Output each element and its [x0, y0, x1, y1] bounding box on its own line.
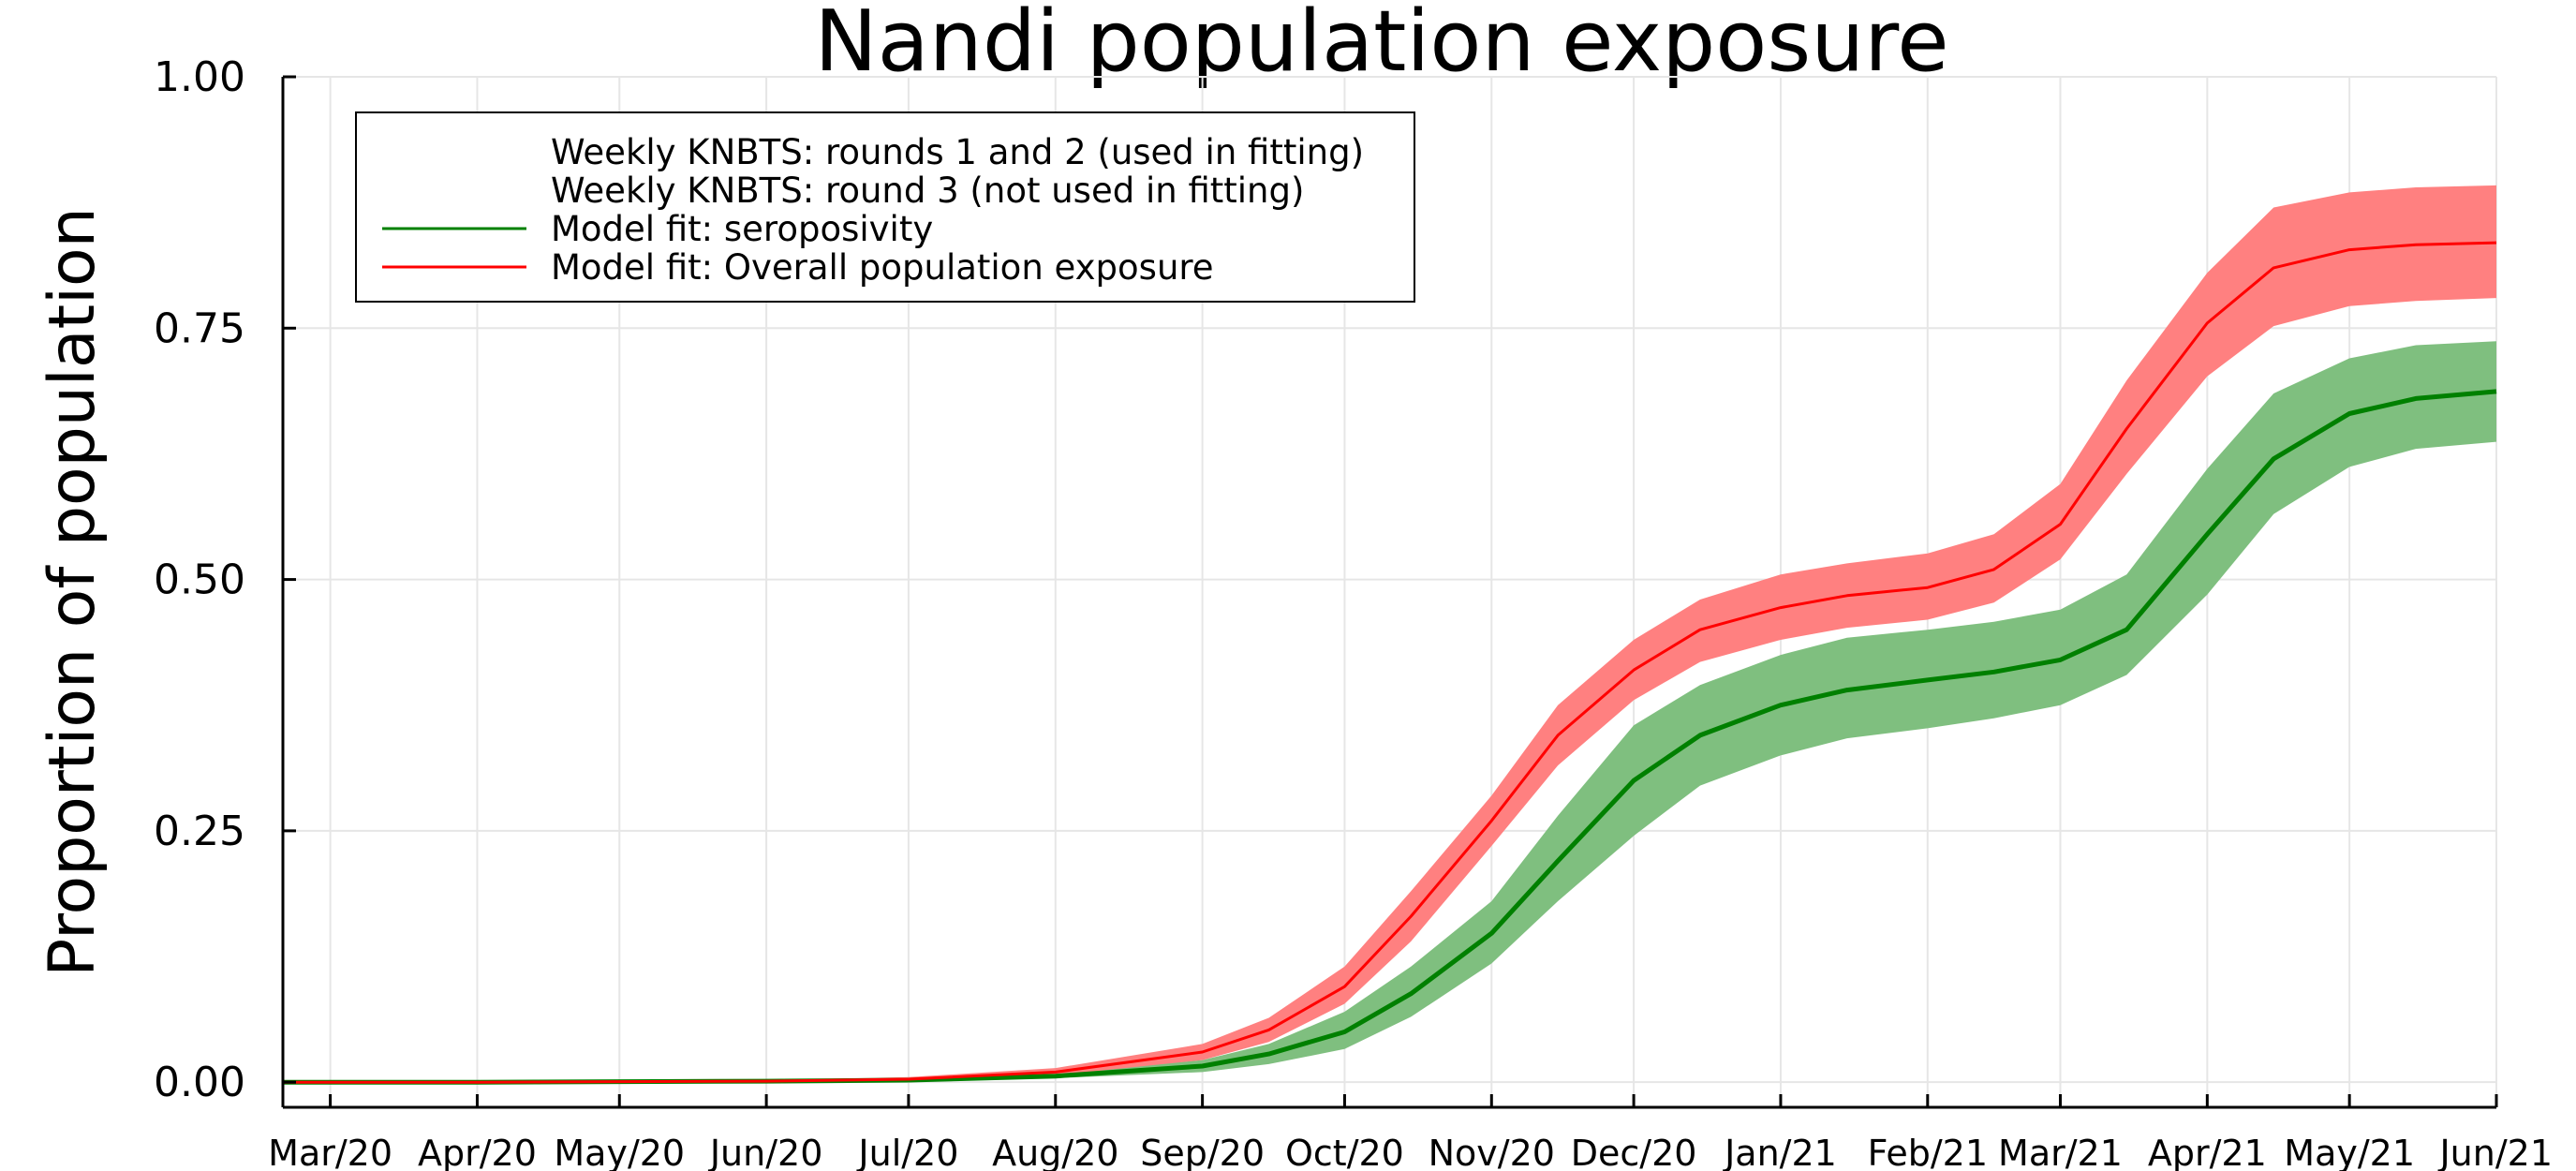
x-tick-label: Feb/21 [1868, 1133, 1988, 1171]
x-tick-label: Mar/21 [1998, 1133, 2123, 1171]
x-tick-label: Apr/20 [418, 1133, 537, 1171]
x-tick-label: Jul/20 [856, 1133, 958, 1171]
legend-label-2: Weekly KNBTS: round 3 (not used in fitti… [551, 170, 1304, 211]
y-tick-label: 1.00 [154, 53, 245, 101]
legend-box [355, 111, 1415, 303]
series-line-1 [283, 389, 2497, 1085]
series-line-2 [283, 241, 2497, 1084]
x-tick-label: May/20 [554, 1133, 685, 1171]
chart-title: Nandi population exposure [814, 0, 1948, 91]
x-tick-label: Mar/20 [268, 1133, 392, 1171]
y-tick-label: 0.00 [154, 1059, 245, 1106]
x-tick-label: Jan/21 [1723, 1133, 1837, 1171]
x-tick-label: Dec/20 [1571, 1133, 1697, 1171]
x-tick-label: Oct/20 [1285, 1133, 1404, 1171]
x-tick-label: Nov/20 [1429, 1133, 1555, 1171]
x-tick-label: May/21 [2284, 1133, 2415, 1171]
series-layer [283, 185, 2497, 1085]
series-band-1 [283, 341, 2496, 1083]
axes: 0.00 0.25 0.50 0.75 1.00 Mar/20 Apr/20 May/20 Ju… [154, 53, 2553, 1171]
y-tick-label: 0.50 [154, 556, 245, 604]
legend-label-1: Weekly KNBTS: rounds 1 and 2 (used in fi… [551, 132, 1364, 172]
series-band-2 [283, 185, 2496, 1083]
y-axis-label: Proportion of population [36, 207, 110, 976]
legend-label-4: Model fit: Overall population exposure [551, 247, 1214, 288]
x-tick-label: Jun/20 [708, 1133, 823, 1171]
y-tick-label: 0.75 [154, 304, 245, 352]
x-tick-label: Apr/21 [2148, 1133, 2267, 1171]
x-tick-label: Jun/21 [2437, 1133, 2553, 1171]
y-tick-label: 0.25 [154, 808, 245, 855]
x-tick-label: Aug/20 [992, 1133, 1118, 1171]
x-tick-label: Sep/20 [1140, 1133, 1265, 1171]
legend-label-3: Model fit: seroposivity [551, 209, 933, 249]
legend: Weekly KNBTS: rounds 1 and 2 (used in fi… [355, 111, 1415, 303]
